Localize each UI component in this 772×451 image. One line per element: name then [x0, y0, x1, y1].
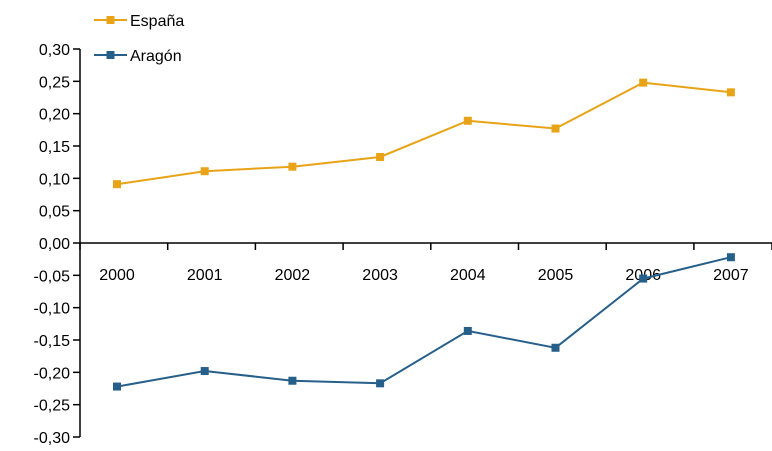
x-tick-label: 2000 [99, 267, 135, 284]
y-tick-label: 0,00 [39, 236, 70, 253]
legend-entry: España [94, 13, 184, 30]
axes: 0,30 0,25 0,20 0,15 0,10 0,05 0,00 -0,05 -0,10 -0… [34, 42, 772, 447]
y-tick-label: -0,05 [34, 268, 71, 285]
y-tick-label: 0,25 [39, 74, 70, 91]
x-tick-label: 2003 [362, 267, 398, 284]
data-point-marker [639, 274, 648, 283]
data-point-marker [726, 88, 735, 97]
y-tick-label: 0,05 [39, 204, 70, 221]
x-tick-label: 2002 [275, 267, 311, 284]
data-point-marker [288, 376, 297, 385]
x-tick-label: 2005 [538, 267, 574, 284]
y-tick-label: 0,15 [39, 139, 70, 156]
data-point-marker [463, 326, 472, 335]
y-tick-label: -0,30 [34, 430, 71, 447]
y-tick-label: 0,10 [39, 171, 70, 188]
x-tick-label: 2007 [713, 267, 749, 284]
y-tick-label: -0,25 [34, 398, 71, 415]
data-point-marker [200, 167, 209, 176]
data-point-marker [200, 367, 209, 376]
y-tick-label: -0,10 [34, 301, 71, 318]
y-tick-label: 0,20 [39, 107, 70, 124]
data-point-marker [113, 382, 121, 391]
x-tick-label: 2004 [450, 267, 486, 284]
data-point-marker [376, 152, 385, 161]
series-line [116, 81, 732, 186]
y-tick-label: -0,20 [34, 365, 71, 382]
data-point-marker [376, 379, 385, 388]
legend-marker-swatch [106, 51, 115, 59]
series-line [116, 256, 732, 388]
legend-marker-swatch [106, 16, 115, 24]
series-1 [113, 78, 735, 189]
x-tick-label: 2001 [187, 267, 223, 284]
data-point-marker [639, 78, 648, 87]
data-point-marker [726, 253, 735, 262]
series-2 [113, 253, 735, 391]
y-tick-label: -0,15 [34, 333, 71, 350]
data-point-marker [551, 124, 560, 133]
legend-entry: Aragón [94, 48, 182, 65]
data-point-marker [288, 162, 297, 171]
data-point-marker [463, 116, 472, 125]
y-tick-label: 0,30 [39, 42, 70, 59]
data-point-marker [551, 343, 560, 352]
legend: España Aragón [94, 13, 184, 65]
series-layer [113, 78, 735, 391]
legend-label: España [130, 13, 184, 30]
legend-label: Aragón [130, 48, 182, 65]
data-point-marker [113, 180, 121, 189]
